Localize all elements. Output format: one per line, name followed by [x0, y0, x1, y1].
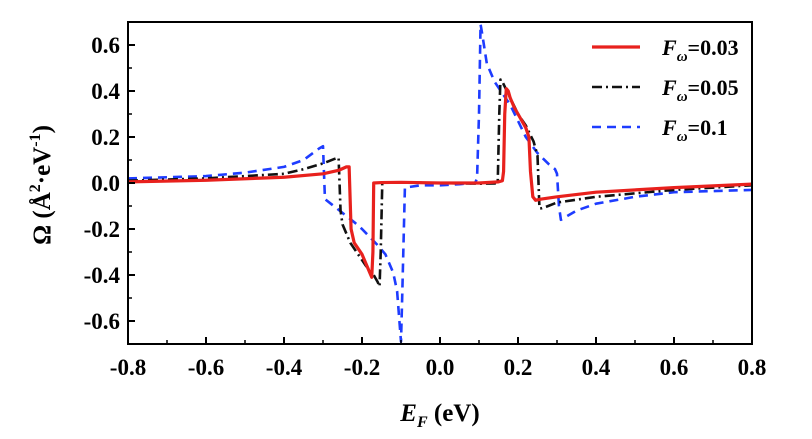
legend-label-1: Fω=0.03 — [661, 35, 739, 65]
x-tick-label: 0.4 — [582, 355, 611, 380]
y-tick-label: 0.2 — [91, 125, 120, 150]
y-tick-label: 0.4 — [91, 79, 120, 104]
series-layer — [128, 23, 752, 343]
x-tick-label: -0.6 — [188, 355, 224, 380]
x-tick-label: 0.0 — [426, 355, 455, 380]
y-tick-label: -0.6 — [84, 309, 120, 334]
x-axis-title: EF (eV) — [399, 400, 479, 431]
y-tick-label: 0.6 — [91, 33, 120, 58]
y-axis-title: Ω (Å2·eV-1) — [27, 125, 56, 245]
series-line-1 — [128, 87, 752, 279]
x-tick-label: -0.4 — [266, 355, 303, 380]
ticks-layer: -0.8 -0.6 -0.4 -0.2 0.0 0.2 0.4 0.6 0.8 -0.6 -0.4 -… — [84, 33, 767, 380]
x-tick-label: -0.2 — [344, 355, 380, 380]
x-tick-label: -0.8 — [110, 355, 146, 380]
legend-label-2: Fω=0.05 — [661, 75, 739, 105]
y-tick-label: -0.2 — [84, 217, 120, 242]
y-tick-label: -0.4 — [84, 263, 121, 288]
y-tick-label: 0.0 — [91, 171, 120, 196]
x-tick-label: 0.8 — [738, 355, 767, 380]
x-tick-label: 0.6 — [660, 355, 689, 380]
x-tick-label: 0.2 — [504, 355, 533, 380]
legend-label-3: Fω=0.1 — [661, 115, 728, 145]
legend: Fω=0.03 Fω=0.05 Fω=0.1 — [592, 35, 739, 145]
